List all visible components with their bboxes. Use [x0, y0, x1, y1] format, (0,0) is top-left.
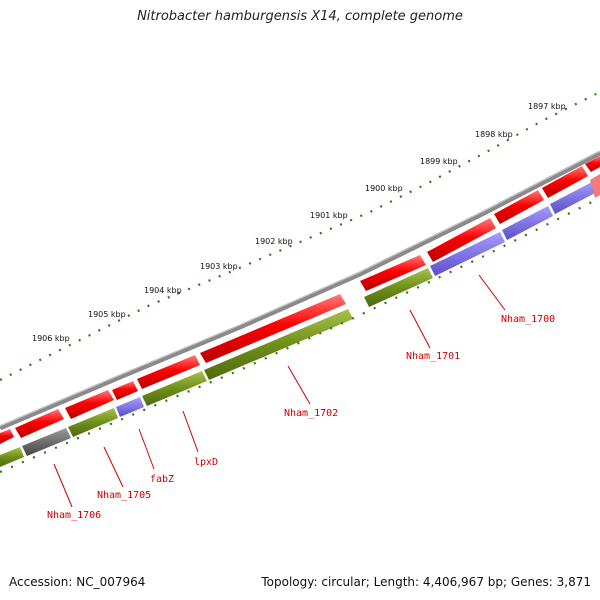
kbp-label: 1902 kbp	[255, 237, 293, 246]
kbp-label: 1906 kbp	[32, 334, 70, 343]
accession-text: Accession: NC_007964	[9, 575, 146, 589]
gene-arrow[interactable]	[65, 390, 114, 419]
cds-segment[interactable]	[116, 397, 144, 417]
gene-arrow[interactable]	[494, 190, 544, 224]
cds-segment[interactable]	[364, 268, 433, 307]
cds-segment[interactable]	[68, 408, 118, 437]
kbp-label: 1901 kbp	[310, 211, 348, 220]
gene-label[interactable]: Nham_1706	[47, 510, 101, 521]
kbp-label: 1905 kbp	[88, 310, 126, 319]
cds-segment[interactable]	[22, 428, 71, 456]
gene-arrow[interactable]	[112, 381, 138, 400]
label-leaders	[53, 274, 506, 508]
gene-arrow[interactable]	[0, 429, 14, 444]
gene-arrow[interactable]	[585, 156, 600, 172]
gene-label[interactable]: Nham_1705	[97, 490, 151, 501]
kbp-label: 1903 kbp	[200, 262, 238, 271]
gene-label[interactable]: fabZ	[150, 474, 174, 485]
cds-segment[interactable]	[204, 309, 353, 380]
kbp-label: 1899 kbp	[420, 157, 458, 166]
gene-label[interactable]: lpxD	[194, 457, 218, 468]
gene-arrow[interactable]	[360, 255, 426, 291]
gene-arrow[interactable]	[542, 166, 588, 198]
cds-segment[interactable]	[430, 232, 505, 276]
gene-arrow[interactable]	[15, 409, 64, 438]
gene-label[interactable]: Nham_1702	[284, 408, 338, 419]
gene-label[interactable]: Nham_1701	[406, 351, 460, 362]
gene-arrow[interactable]	[200, 294, 346, 363]
kbp-label: 1900 kbp	[365, 184, 403, 193]
cds-segment[interactable]	[142, 371, 207, 406]
gene-arrow[interactable]	[137, 355, 200, 389]
kbp-label: 1898 kbp	[475, 130, 513, 139]
inner-dotted-arc	[0, 197, 600, 474]
topology-text: Topology: circular; Length: 4,406,967 bp…	[261, 575, 591, 589]
cds-segment[interactable]	[502, 206, 553, 240]
gene-arrow[interactable]	[427, 218, 496, 262]
kbp-label: 1904 kbp	[144, 286, 182, 295]
forward-genes	[0, 156, 600, 444]
cds-band	[0, 174, 600, 467]
kbp-scale: 1906 kbp 1905 kbp 1904 kbp 1903 kbp 1902…	[32, 102, 566, 343]
map-title: Nitrobacter hamburgensis X14, complete g…	[137, 9, 463, 24]
cds-segment[interactable]	[0, 447, 24, 467]
cds-segment[interactable]	[550, 181, 599, 214]
gene-labels: Nham_1706 Nham_1705 fabZ lpxD Nham_1702 …	[47, 314, 555, 521]
cds-segment[interactable]	[590, 174, 600, 198]
gene-label[interactable]: Nham_1700	[501, 314, 555, 325]
genome-backbone	[0, 150, 600, 431]
kbp-label: 1897 kbp	[528, 102, 566, 111]
